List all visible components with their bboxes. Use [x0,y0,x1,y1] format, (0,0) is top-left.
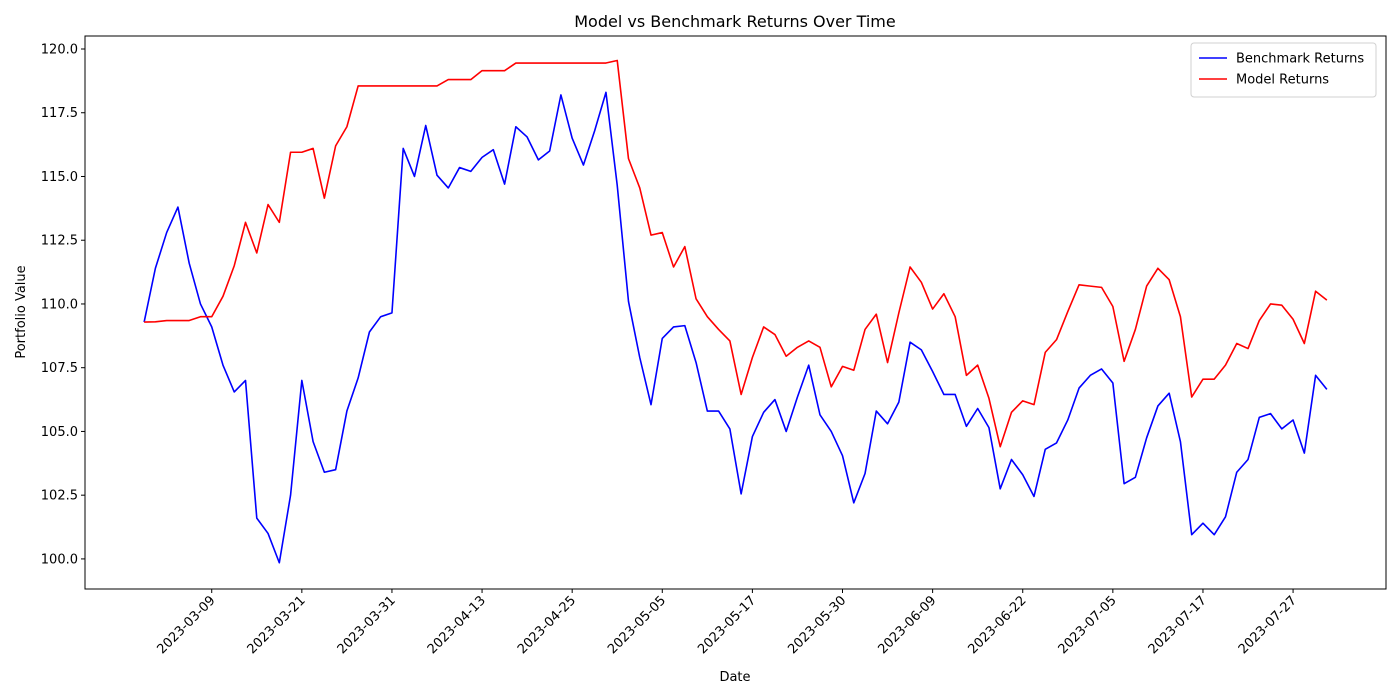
y-tick-label: 112.5 [41,234,78,249]
legend-box [1190,42,1377,98]
chart-title: Model vs Benchmark Returns Over Time [574,12,895,31]
legend-label: Model Returns [1236,73,1329,88]
y-tick-label: 105.0 [41,425,78,440]
y-tick-label: 110.0 [41,297,78,312]
plot-frame [84,35,1387,590]
y-tick-label: 117.5 [41,106,78,121]
series-line [143,91,1328,564]
y-tick-label: 107.5 [41,361,78,376]
y-tick-label: 115.0 [41,170,78,185]
legend-label: Benchmark Returns [1236,52,1364,67]
legend: Benchmark Returns Model Returns [1190,42,1377,98]
y-tick-label: 100.0 [41,552,78,567]
y-axis-label: Portfolio Value [14,265,29,358]
y-tick-label: 102.5 [41,489,78,504]
series-line [144,59,1328,448]
y-tick-label: 120.0 [41,43,78,58]
x-axis-label: Date [719,670,750,685]
